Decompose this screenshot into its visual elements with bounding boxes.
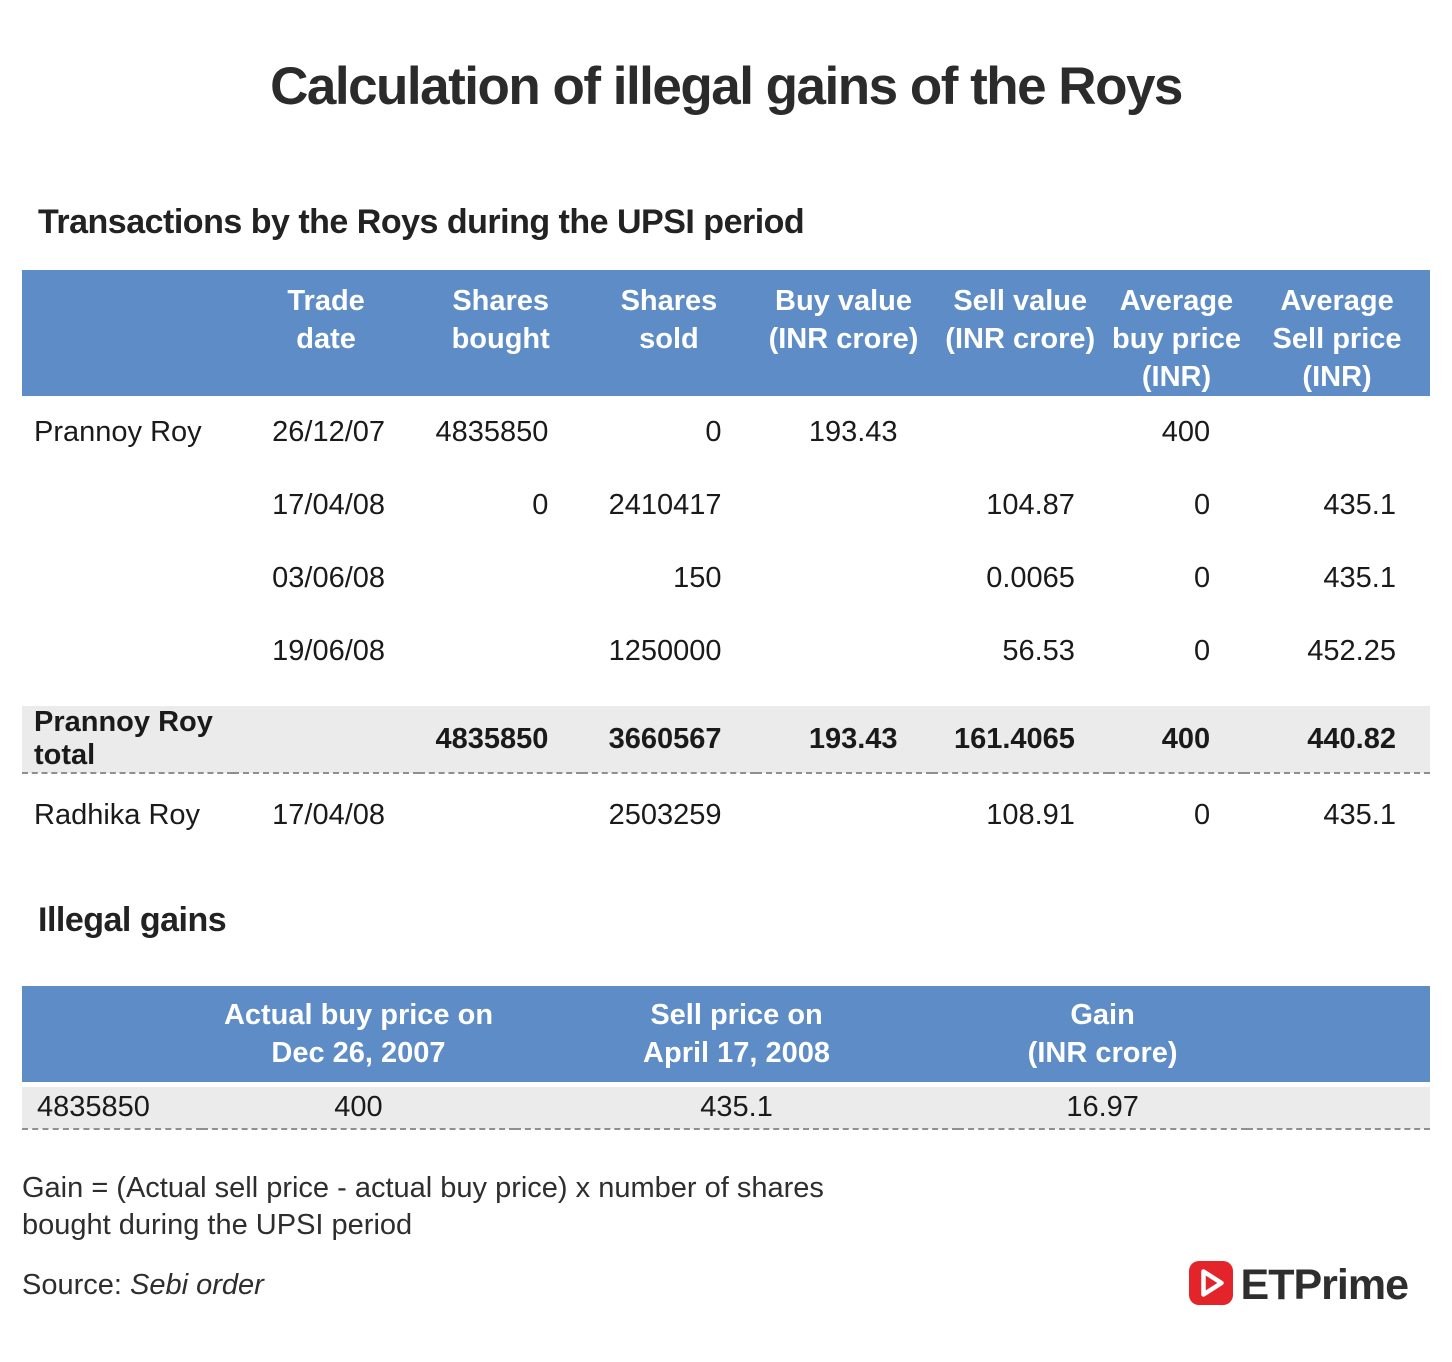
row-label: Prannoy Roy [34,416,202,448]
brand-text: ETPrime [1240,1261,1409,1309]
table-cell: 452.25 [1307,635,1396,667]
table-cell: 56.53 [1002,635,1075,667]
table-cell: 3660567 [582,706,756,774]
table-cell [419,773,582,857]
table-cell: 0 [1193,635,1211,667]
table-row: Prannoy Roy 26/12/07 4835850 0 193.43 40… [22,396,1430,469]
table-cell: 26/12/07 [272,416,386,448]
spacer-row [22,688,1430,706]
play-icon [1188,1260,1234,1311]
table-cell: 440.82 [1244,706,1430,774]
table-cell: 193.43 [755,706,932,774]
table-row: 19/06/08 1250000 56.53 0 452.25 [22,615,1430,688]
row-label [22,542,233,615]
row-label: Prannoy Roy total [22,706,234,774]
section-title-transactions: Transactions by the Roys during the UPSI… [38,203,805,241]
table-cell: 108.91 [986,799,1075,831]
table-cell: 2503259 [608,799,722,831]
column-header-sell-value: Sell value (INR crore) [931,270,1109,396]
source-line: Source: Sebi order [22,1269,264,1302]
section-title-illegal-gains: Illegal gains [38,901,227,939]
table-cell [756,542,932,615]
table-cell: 435.1 [514,1087,959,1130]
page-title: Calculation of illegal gains of the Roys [270,57,1183,116]
table-cell: 150 [673,562,722,594]
table-cell [419,615,582,688]
table-cell: 0 [705,416,722,448]
table-cell: 193.43 [808,416,898,448]
gain-row: 4835850 400 435.1 16.97 [22,1087,1430,1130]
table-cell: 17/04/08 [272,799,386,831]
row-label: Radhika Roy [34,799,201,831]
table-cell: 19/06/08 [272,635,386,667]
spacer-cell [22,688,1430,706]
filler-cell [1246,1087,1430,1130]
source-value: Sebi order [130,1269,264,1301]
table-cell: 104.87 [986,489,1075,521]
column-header-filler [1246,986,1430,1082]
table-cell [756,773,932,857]
table-cell [932,396,1109,469]
column-header-entity [22,270,234,396]
column-header-gain: Gain (INR crore) [958,986,1247,1082]
column-header-shares [22,986,203,1082]
source-label: Source: [22,1269,122,1301]
column-header-sell-price: Sell price on April 17, 2008 [514,986,959,1082]
table-row: Radhika Roy 17/04/08 2503259 108.91 0 43… [22,773,1430,857]
table-cell: 0 [1193,562,1211,594]
table-cell [233,706,420,774]
table-cell: 400 [1161,416,1211,448]
gain-formula-note: Gain = (Actual sell price - actual buy p… [22,1172,824,1241]
table-cell: 16.97 [958,1087,1247,1130]
table-cell: 4835850 [419,706,583,774]
column-header-buy-value: Buy value (INR crore) [755,270,932,396]
table-cell: 400 [202,1087,515,1130]
table-cell: 0 [1193,799,1211,831]
column-header-avg-sell-price: Average Sell price (INR) [1244,270,1430,396]
total-row: Prannoy Roy total 4835850 3660567 193.43… [22,706,1430,774]
table-cell: 0 [532,489,549,521]
spacer-cell [22,1082,1430,1087]
table-cell: 4835850 [22,1087,203,1130]
table-cell: 1250000 [608,635,722,667]
spacer-row [22,1082,1430,1087]
transactions-table: Trade date Shares bought Shares sold Buy… [22,270,1430,857]
column-header-shares-sold: Shares sold [582,270,756,396]
table-cell: 435.1 [1323,799,1396,831]
table-cell [756,615,932,688]
table-cell [419,542,582,615]
footer: Source: Sebi order ETPrime [22,1260,1409,1311]
table-cell: 435.1 [1323,489,1396,521]
table-cell: 400 [1108,706,1245,774]
row-label [22,615,233,688]
table-cell: 17/04/08 [272,489,386,521]
table-row: 03/06/08 150 0.0065 0 435.1 [22,542,1430,615]
table-cell [1244,396,1430,469]
column-header-actual-buy-price: Actual buy price on Dec 26, 2007 [202,986,515,1082]
column-header-avg-buy-price: Average buy price (INR) [1108,270,1245,396]
table-cell: 0.0065 [986,562,1075,594]
row-label [22,469,233,542]
infographic-page: Calculation of illegal gains of the Roys… [0,56,1452,1311]
table-cell: 03/06/08 [272,562,386,594]
illegal-gains-table: Actual buy price on Dec 26, 2007 Sell pr… [22,986,1430,1130]
table-cell: 161.4065 [931,706,1109,774]
transactions-header-row: Trade date Shares bought Shares sold Buy… [22,270,1430,396]
etprime-logo: ETPrime [1188,1260,1409,1311]
table-cell [756,469,932,542]
table-row: 17/04/08 0 2410417 104.87 0 435.1 [22,469,1430,542]
table-cell: 2410417 [608,489,722,521]
table-cell: 0 [1193,489,1211,521]
table-cell: 435.1 [1323,562,1396,594]
illegal-gains-header-row: Actual buy price on Dec 26, 2007 Sell pr… [22,986,1430,1082]
column-header-shares-bought: Shares bought [419,270,583,396]
column-header-trade-date: Trade date [233,270,420,396]
table-cell: 4835850 [435,416,549,448]
